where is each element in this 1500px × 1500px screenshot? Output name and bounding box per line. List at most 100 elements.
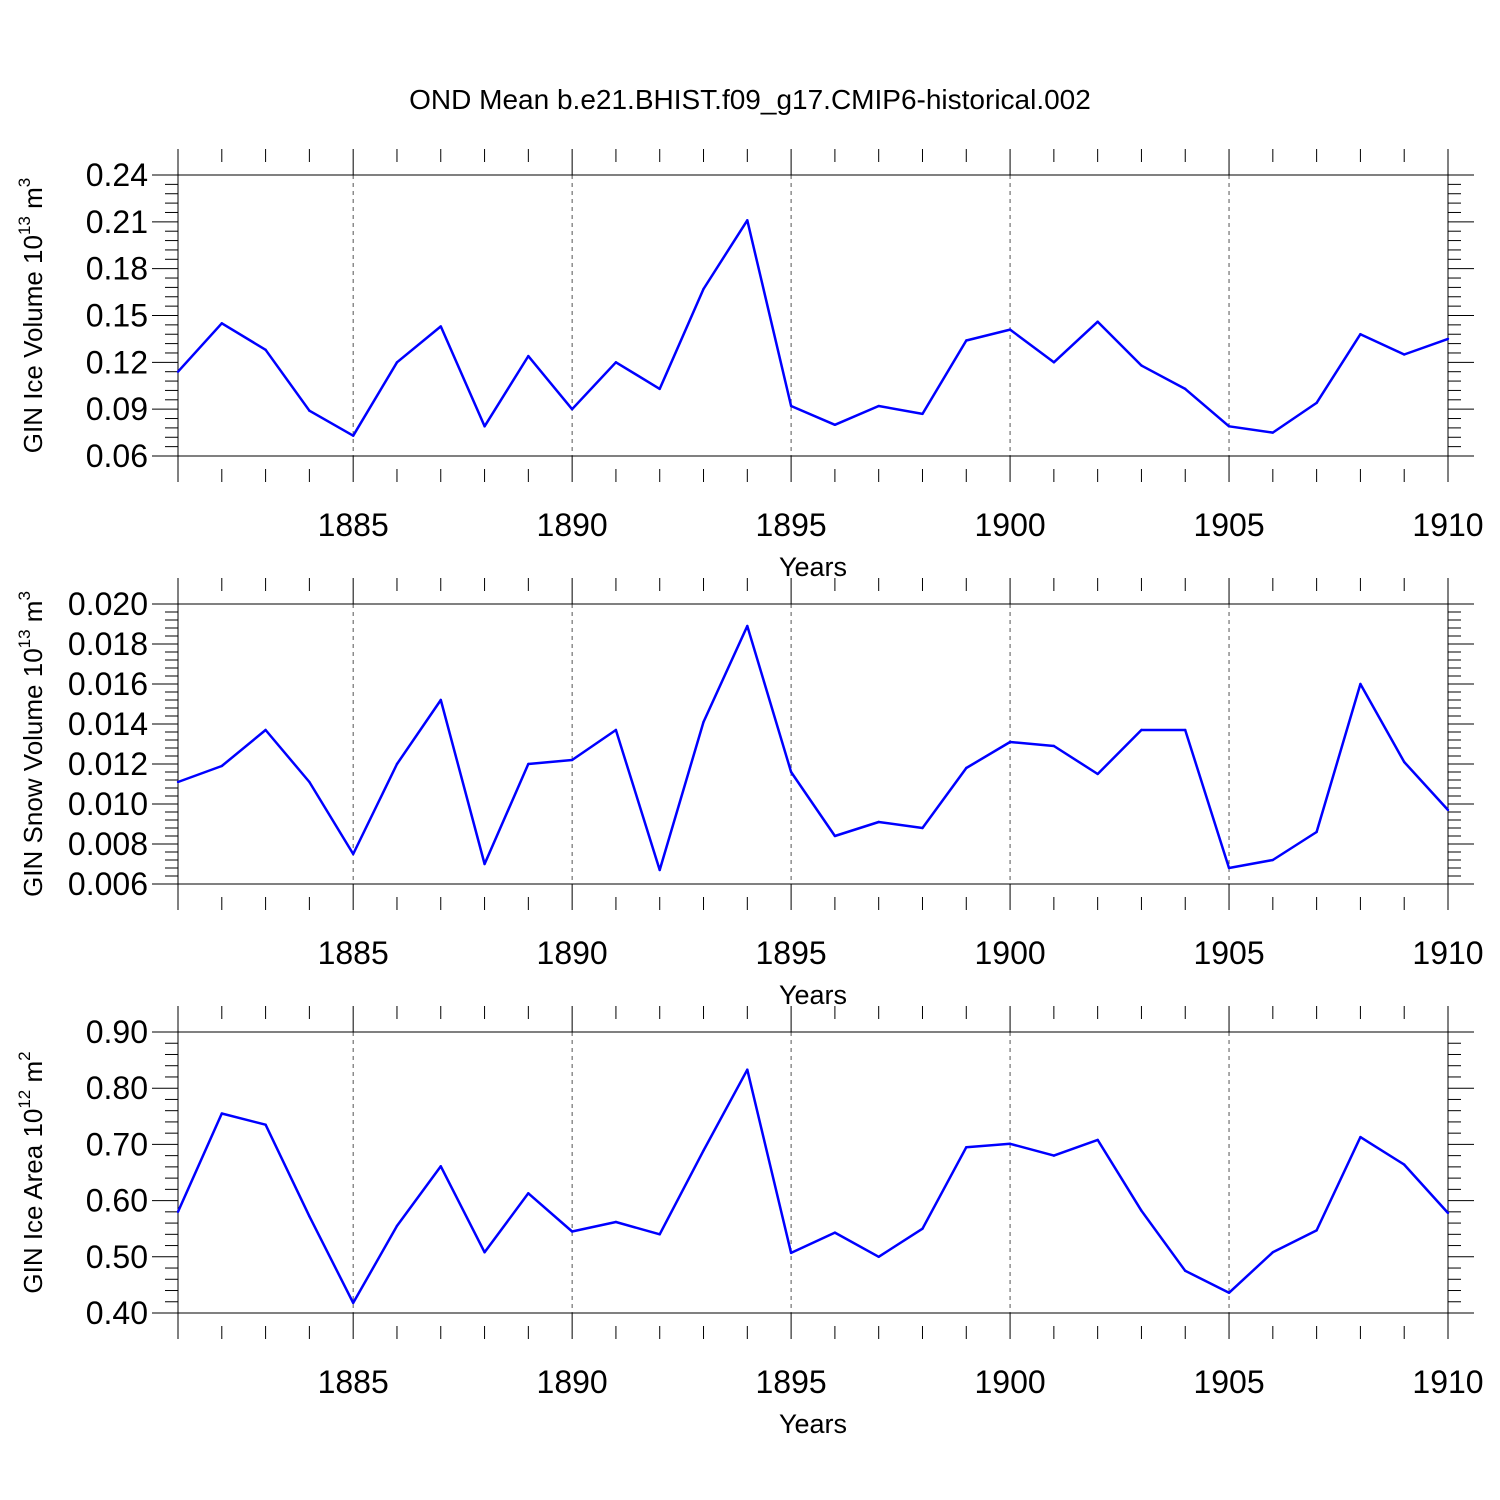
data-point [220, 764, 223, 768]
data-point [746, 219, 749, 222]
x-tick-label: 1895 [756, 507, 827, 543]
data-point [1315, 830, 1318, 834]
data-point [1184, 728, 1187, 732]
y-axis-label-exponent: 12 [15, 1090, 34, 1109]
data-point [351, 434, 355, 437]
series-line [176, 1068, 1449, 1305]
data-point [220, 1112, 223, 1115]
data-point [1403, 353, 1406, 356]
data-point [877, 820, 880, 824]
data-point [833, 423, 837, 426]
y-tick-label: 0.020 [68, 586, 148, 622]
data-point [1184, 387, 1187, 391]
data-point [614, 361, 618, 364]
y-axis-label-text: GIN Snow Volume 10 [18, 648, 48, 897]
data-point [395, 361, 399, 364]
data-point [1008, 1142, 1012, 1146]
x-tick-label: 1885 [318, 1364, 389, 1400]
data-point [789, 770, 793, 774]
x-tick-label: 1910 [1412, 935, 1483, 971]
y-tick-label: 0.016 [68, 666, 148, 702]
data-point [1271, 431, 1275, 434]
data-point [1140, 728, 1143, 732]
data-point [702, 720, 705, 724]
data-point [1052, 1154, 1056, 1157]
x-tick-label: 1885 [318, 507, 389, 543]
data-point [439, 698, 442, 702]
data-point [1446, 1211, 1450, 1215]
data-point [570, 1230, 574, 1233]
data-point [1315, 401, 1318, 405]
data-point [176, 370, 180, 373]
x-tick-label: 1890 [537, 935, 608, 971]
data-point [789, 404, 793, 408]
x-tick-label: 1905 [1193, 507, 1264, 543]
data-point [1359, 682, 1362, 686]
y-axis-label: GIN Ice Volume 1013 m3 [15, 178, 48, 454]
data-point [1359, 1135, 1362, 1139]
data-point [1315, 1229, 1318, 1232]
x-tick-label: 1895 [756, 1364, 827, 1400]
data-point [965, 1146, 968, 1149]
x-tick-label: 1885 [318, 935, 389, 971]
figure-title: OND Mean b.e21.BHIST.f09_g17.CMIP6-histo… [409, 84, 1091, 115]
data-point [264, 1123, 267, 1126]
y-axis-label-unit-exponent: 3 [15, 178, 34, 187]
data-point [965, 766, 968, 770]
y-tick-label: 0.12 [86, 344, 148, 380]
y-tick-label: 0.15 [86, 298, 148, 334]
data-point [1271, 858, 1275, 862]
y-axis-label-unit: m [18, 187, 48, 216]
y-tick-label: 0.40 [86, 1295, 148, 1331]
data-point [527, 1192, 530, 1195]
data-point [1096, 772, 1099, 776]
series-line [177, 219, 1449, 437]
x-axis-label: Years [779, 980, 847, 1010]
y-axis-label-text: GIN Ice Volume 10 [18, 235, 48, 453]
data-point [1140, 364, 1143, 367]
data-point [483, 425, 486, 428]
data-point [176, 780, 180, 784]
data-point [789, 1251, 793, 1255]
series-line [177, 624, 1449, 872]
data-point [527, 354, 530, 358]
y-axis-label-unit: m [18, 1061, 48, 1090]
x-axis-label: Years [779, 552, 847, 582]
data-point [921, 826, 924, 830]
data-point [439, 1165, 442, 1168]
y-tick-label: 0.010 [68, 786, 148, 822]
data-point [833, 1231, 837, 1234]
y-tick-label: 0.21 [86, 204, 148, 240]
data-point [1446, 337, 1450, 341]
x-tick-label: 1910 [1412, 1364, 1483, 1400]
x-tick-label: 1900 [974, 507, 1045, 543]
data-point [877, 404, 880, 408]
data-point [658, 387, 661, 391]
x-axis-label: Years [779, 1409, 847, 1439]
data-point [1403, 760, 1406, 764]
x-tick-label: 1890 [537, 507, 608, 543]
data-point [614, 728, 618, 732]
y-tick-label: 0.80 [86, 1070, 148, 1106]
data-point [1184, 1269, 1187, 1273]
data-point [395, 762, 399, 766]
data-point [1096, 320, 1099, 323]
y-tick-label: 0.60 [86, 1183, 148, 1219]
data-point [1227, 1291, 1231, 1294]
data-point [527, 762, 530, 766]
data-point [308, 1215, 311, 1218]
data-point [395, 1224, 399, 1228]
y-axis-label-unit-exponent: 2 [15, 1051, 34, 1060]
data-point [439, 325, 442, 328]
x-tick-label: 1900 [974, 935, 1045, 971]
data-point [1446, 808, 1450, 812]
data-point [1403, 1163, 1406, 1166]
y-axis-label-text: GIN Ice Area 10 [18, 1109, 48, 1294]
y-tick-label: 0.06 [86, 438, 148, 474]
data-point [921, 412, 924, 416]
y-tick-label: 0.70 [86, 1126, 148, 1162]
y-tick-label: 0.012 [68, 746, 148, 782]
data-point [877, 1255, 880, 1259]
data-point [1096, 1138, 1099, 1142]
